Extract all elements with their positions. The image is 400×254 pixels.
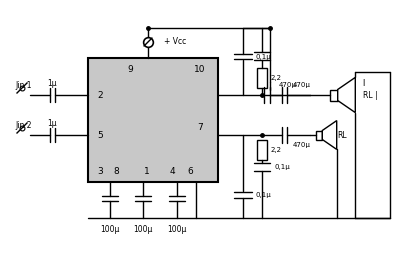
- Text: 10: 10: [194, 66, 206, 74]
- Text: 100µ: 100µ: [133, 226, 153, 234]
- Text: 100µ: 100µ: [100, 226, 120, 234]
- Text: 9: 9: [127, 66, 133, 74]
- Bar: [316, 131, 322, 139]
- Text: 2,2: 2,2: [270, 147, 282, 153]
- Text: 0,1µ: 0,1µ: [255, 192, 271, 198]
- Text: 0,1µ: 0,1µ: [255, 54, 271, 59]
- Text: 0,1µ: 0,1µ: [274, 164, 290, 170]
- Text: 2,2: 2,2: [270, 75, 282, 81]
- Bar: [257, 140, 267, 160]
- Text: 8: 8: [113, 167, 119, 177]
- Polygon shape: [322, 121, 337, 149]
- Text: 470µ: 470µ: [279, 82, 297, 88]
- Text: 1µ: 1µ: [47, 80, 57, 88]
- Text: 470µ: 470µ: [293, 142, 311, 148]
- Polygon shape: [338, 77, 355, 113]
- Text: 2: 2: [97, 90, 103, 100]
- Text: l: l: [362, 78, 364, 87]
- Text: 1: 1: [144, 167, 150, 177]
- Text: 5: 5: [97, 131, 103, 139]
- Text: Jin 2: Jin 2: [16, 121, 32, 131]
- Text: 1µ: 1µ: [47, 119, 57, 129]
- Text: 4: 4: [169, 167, 175, 177]
- Text: RL |: RL |: [363, 90, 378, 100]
- Text: 7: 7: [197, 123, 203, 133]
- Text: 6: 6: [187, 167, 193, 177]
- Bar: [257, 68, 267, 88]
- Text: 100µ: 100µ: [167, 226, 187, 234]
- Text: Jin 1: Jin 1: [16, 82, 32, 90]
- Text: RL: RL: [337, 131, 346, 139]
- Bar: [330, 89, 338, 101]
- Text: 470µ: 470µ: [293, 82, 311, 88]
- Text: + Vcc: + Vcc: [164, 37, 186, 45]
- Bar: [88, 58, 218, 182]
- Text: 3: 3: [97, 167, 103, 177]
